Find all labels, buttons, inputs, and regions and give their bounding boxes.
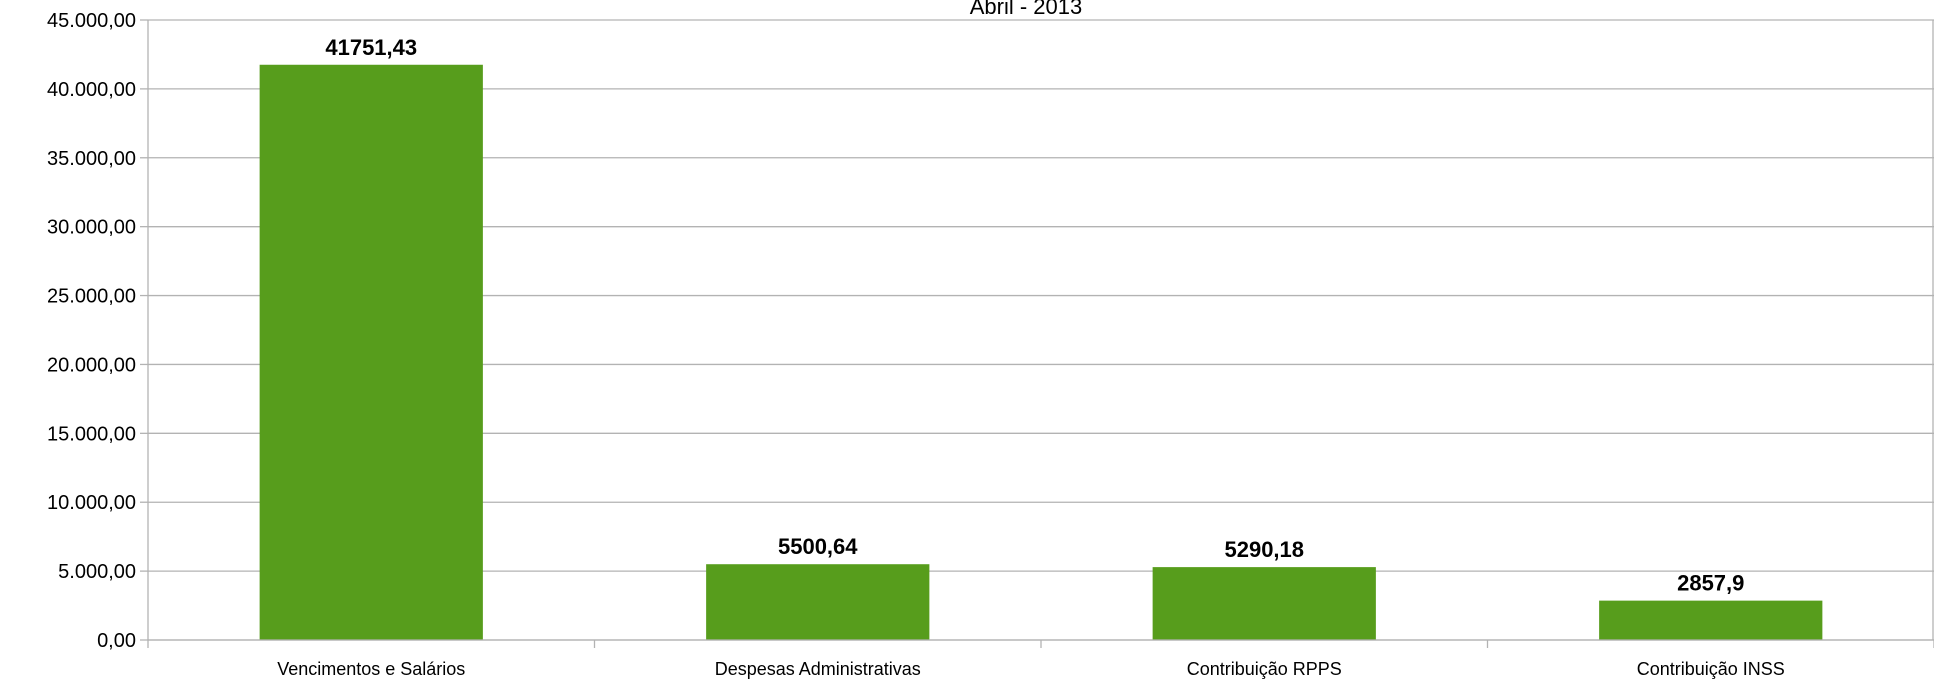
bar-value-label: 41751,43 <box>325 35 417 60</box>
y-tick-label: 35.000,00 <box>47 148 136 170</box>
y-tick-label: 30.000,00 <box>47 217 136 239</box>
x-tick-label: Contribuição RPPS <box>1187 659 1342 679</box>
y-tick-label: 10.000,00 <box>47 492 136 514</box>
y-tick-label: 45.000,00 <box>47 10 136 32</box>
y-axis-ticks: 0,00 5.000,00 10.000,00 15.000,00 20.000,00 2… <box>47 10 148 652</box>
y-tick-label: 15.000,00 <box>47 423 136 445</box>
y-tick-label: 0,00 <box>97 630 136 652</box>
bar-value-label: 5500,64 <box>778 534 858 559</box>
chart-title: Abril - 2013 <box>970 0 1083 19</box>
x-tick-label: Vencimentos e Salários <box>277 659 465 679</box>
bar <box>259 64 483 641</box>
y-tick-label: 25.000,00 <box>47 286 136 308</box>
x-tick-label: Contribuição INSS <box>1637 659 1785 679</box>
bar <box>1599 600 1823 640</box>
data-labels: 41751,43 5500,64 5290,18 2857,9 <box>325 35 1744 596</box>
bars <box>259 64 1823 641</box>
bar <box>1152 567 1376 640</box>
y-tick-label: 20.000,00 <box>47 354 136 376</box>
axes <box>147 20 1934 641</box>
bar-value-label: 2857,9 <box>1677 571 1744 596</box>
y-tick-label: 5.000,00 <box>58 561 136 583</box>
x-axis-ticks: Vencimentos e Salários Despesas Administr… <box>147 640 1934 679</box>
x-tick-label: Despesas Administrativas <box>715 659 921 679</box>
y-tick-label: 40.000,00 <box>47 79 136 101</box>
bar <box>706 564 930 640</box>
bar-value-label: 5290,18 <box>1224 537 1304 562</box>
